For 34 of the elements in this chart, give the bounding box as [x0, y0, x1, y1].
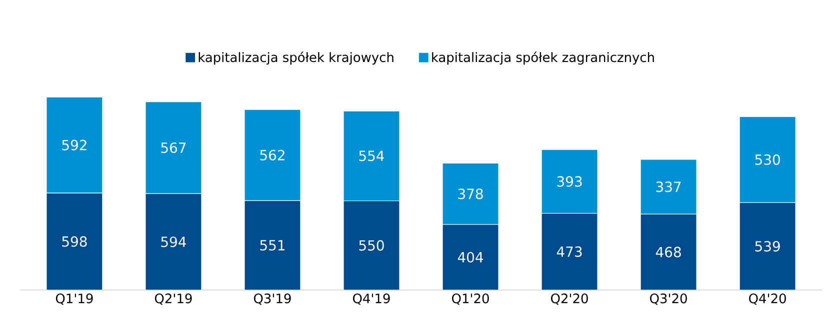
data-label: 539 — [755, 241, 780, 252]
data-label: 562 — [260, 150, 284, 160]
data-label: 378 — [458, 188, 483, 200]
x-tick-label: Q2'19 — [154, 294, 192, 305]
bar — [145, 193, 202, 290]
x-tick-label: Q4'20 — [749, 294, 786, 305]
data-label: 551 — [260, 240, 285, 251]
x-tick-label: Q1'20 — [452, 294, 489, 305]
data-label: 337 — [656, 182, 681, 192]
data-label: 468 — [656, 246, 681, 258]
bar — [739, 202, 796, 290]
data-label: 567 — [161, 142, 186, 154]
data-label: 404 — [458, 252, 484, 263]
bar — [46, 192, 103, 290]
bar — [244, 200, 301, 290]
x-tick-label: Q4'19 — [352, 294, 390, 305]
legend-label: kapitalizacja spółek zagranicznych — [432, 52, 654, 65]
x-tick-label: Q2'20 — [551, 294, 588, 305]
bar — [640, 214, 697, 290]
bar — [541, 213, 598, 290]
data-label: 598 — [62, 236, 87, 247]
data-label: 550 — [359, 240, 384, 251]
x-tick-label: Q3'19 — [254, 294, 291, 305]
data-label: 554 — [359, 150, 384, 162]
data-label: 592 — [62, 140, 86, 150]
legend-label: kapitalizacja spółek krajowych — [198, 52, 394, 65]
bar — [343, 200, 400, 290]
bar — [442, 224, 499, 290]
data-label: 473 — [556, 246, 582, 257]
data-label: 594 — [161, 236, 186, 248]
data-label: 530 — [755, 154, 780, 165]
data-label: 393 — [557, 176, 582, 187]
x-tick-label: Q1'19 — [56, 294, 93, 305]
x-tick-label: Q3'20 — [650, 294, 687, 305]
